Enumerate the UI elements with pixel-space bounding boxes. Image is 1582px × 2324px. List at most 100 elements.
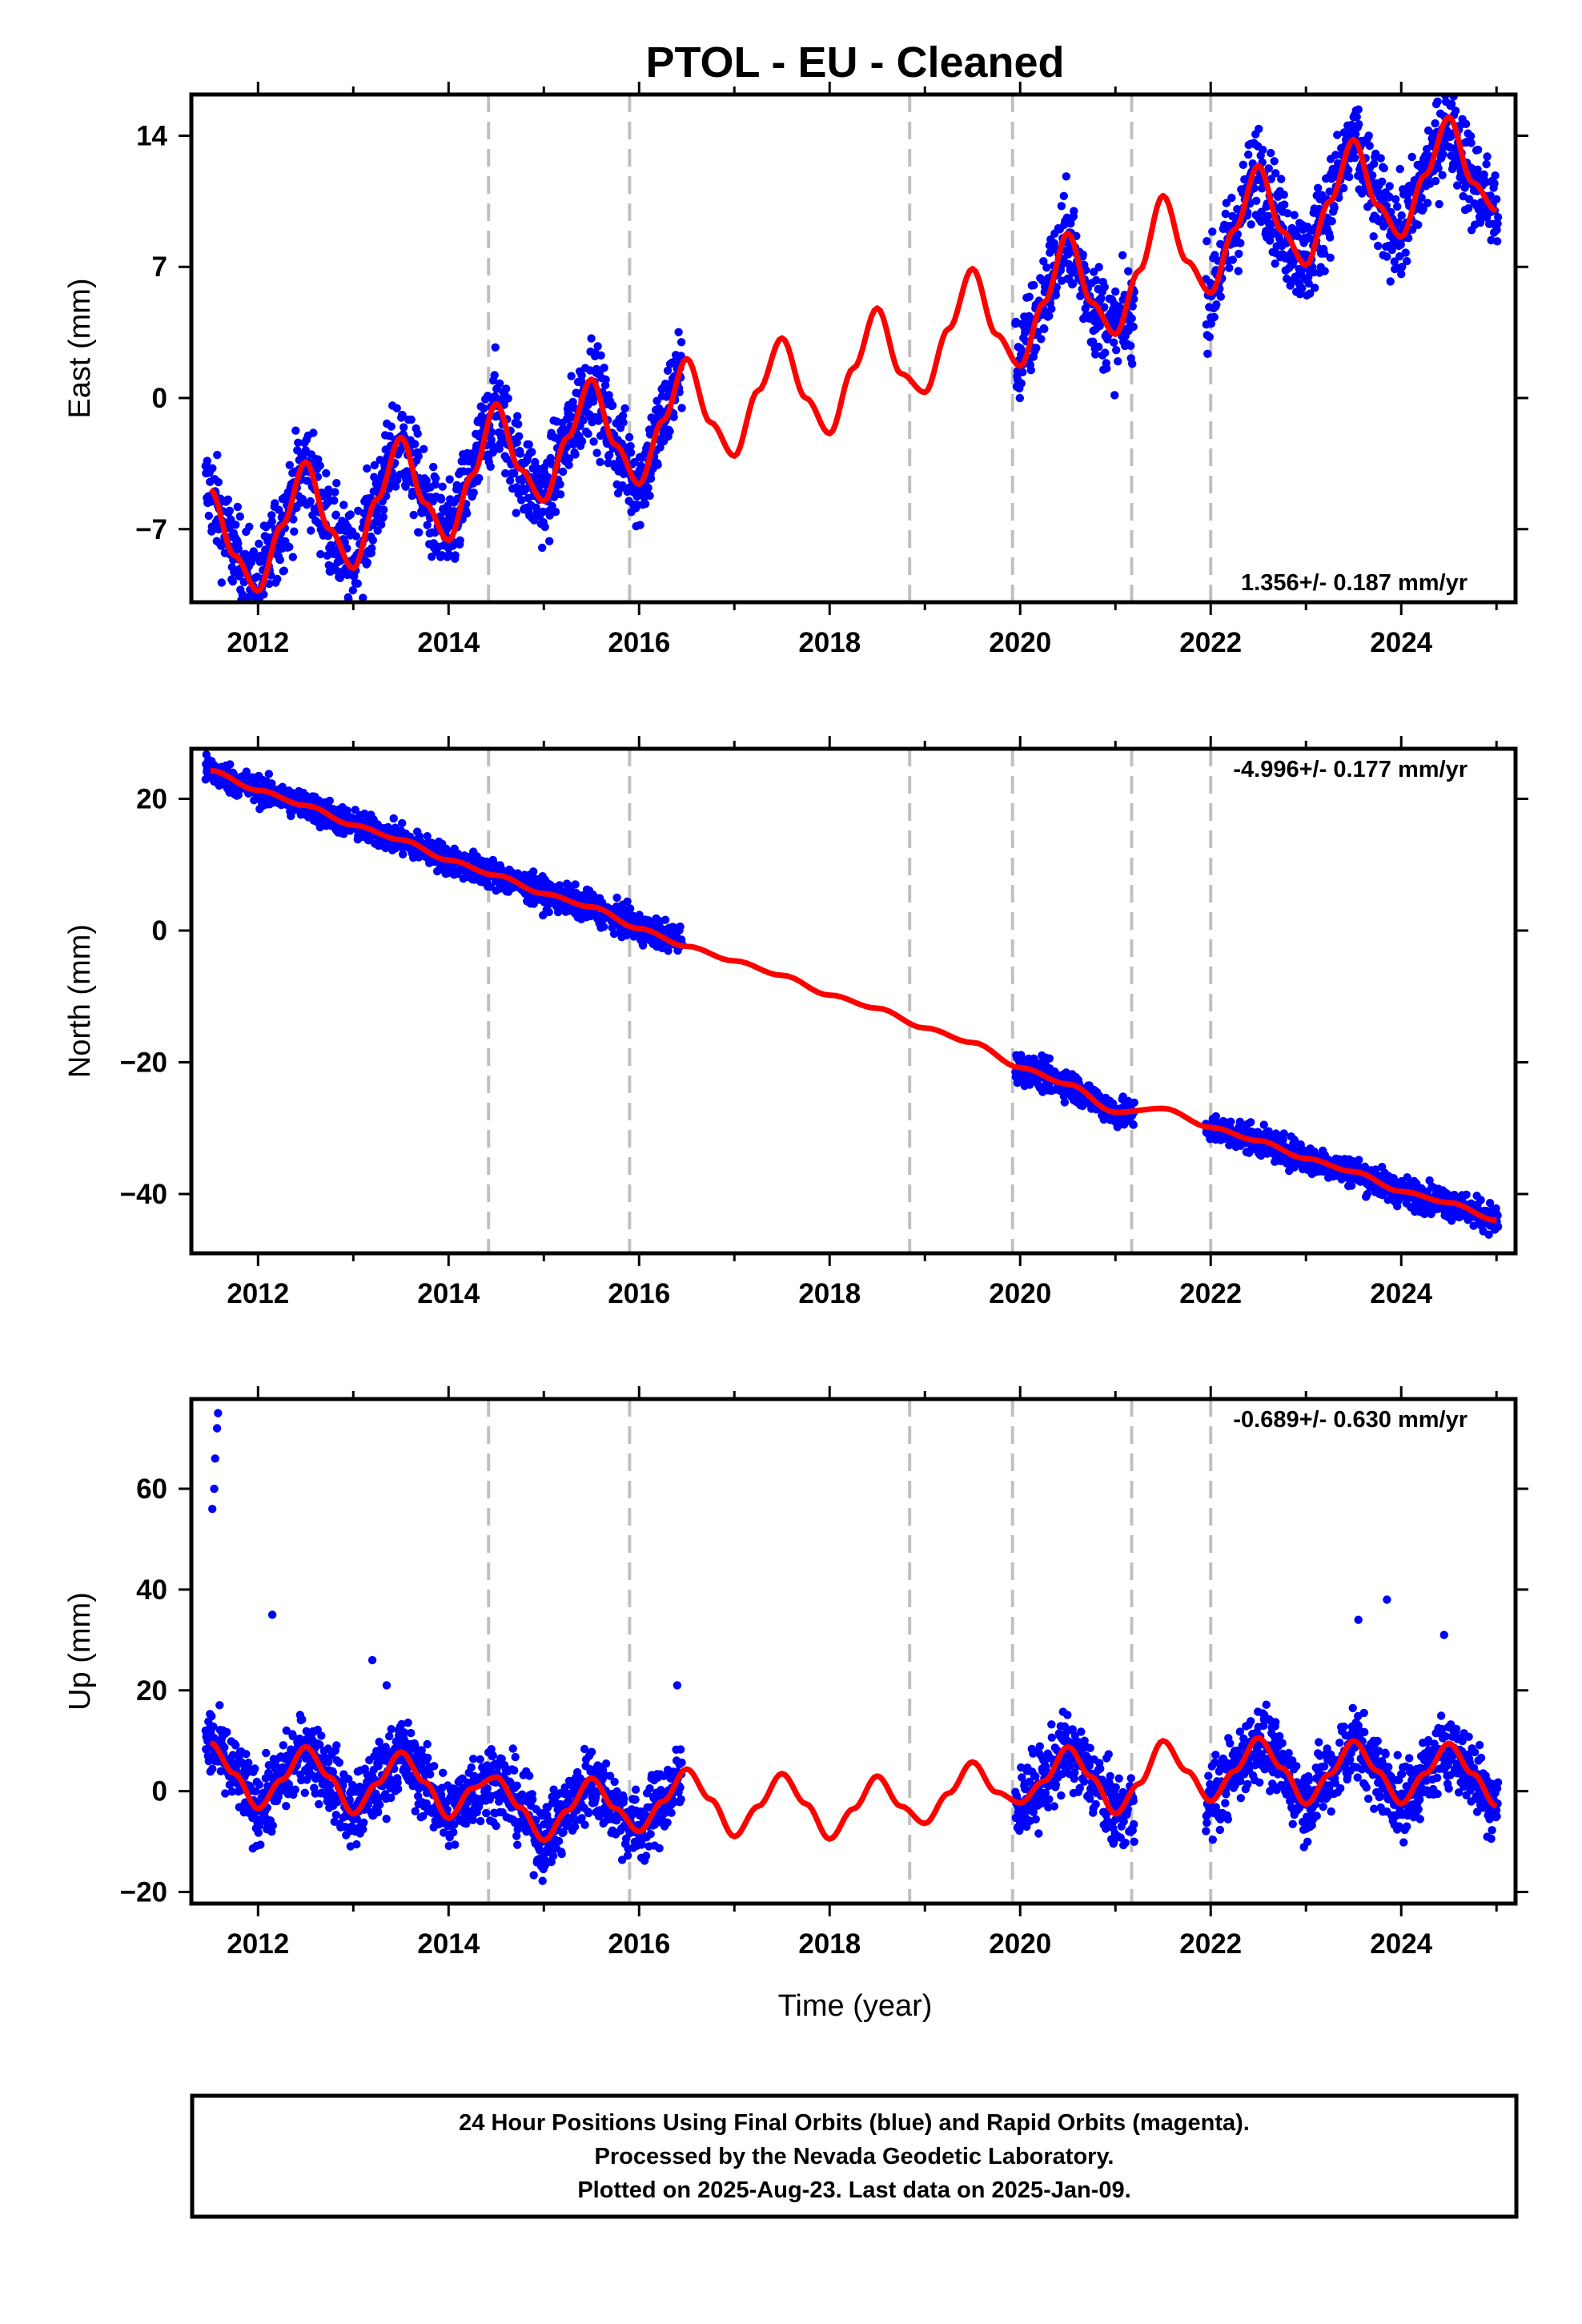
data-point [1283,209,1292,218]
data-point [1118,251,1127,259]
data-point [488,428,496,436]
data-point [322,468,331,478]
data-point [1476,218,1485,227]
data-point [298,494,307,504]
data-point [273,574,282,584]
data-point [584,429,592,438]
data-point [1250,183,1259,193]
data-point [1371,1165,1380,1174]
data-point [549,493,559,501]
data-point [663,366,673,375]
data-point [1423,199,1432,207]
data-point [423,521,432,529]
data-point [346,510,355,519]
data-point [1271,259,1279,268]
data-point [1112,346,1121,355]
data-point [351,806,359,814]
data-point [251,1787,260,1795]
data-point [1245,1148,1254,1157]
data-point [245,522,254,531]
data-point [268,606,276,614]
data-point [661,915,670,924]
data-point [1078,250,1087,259]
data-point [1267,175,1275,183]
data-point [1492,195,1501,203]
data-point [1094,342,1103,352]
plot-area [201,750,1503,1239]
data-point [623,897,632,907]
data-point [339,501,348,509]
data-point [331,1811,340,1819]
data-point [303,476,311,485]
data-point [1124,267,1133,275]
data-point [207,1711,216,1721]
panel-frame [189,746,1518,1256]
data-point [294,438,303,447]
data-point [579,416,588,424]
model-curve [210,767,1497,1224]
data-point [1127,314,1136,323]
data-point [363,464,371,473]
data-point [267,517,276,526]
data-point [1447,74,1456,82]
data-point [529,867,538,876]
data-point [1225,263,1234,272]
data-point [674,328,683,336]
data-point [587,334,596,343]
data-point [1212,300,1221,309]
data-point [1030,280,1038,290]
data-point [1239,160,1248,169]
data-point [1057,202,1066,211]
data-point [1280,200,1289,209]
data-point [1069,279,1078,288]
data-point [486,462,495,471]
data-point [618,411,628,420]
data-point [215,1701,224,1710]
data-point [601,375,610,384]
data-point [1290,211,1299,219]
data-point [1401,248,1410,257]
data-point [1493,213,1503,222]
data-point [640,500,650,509]
data-point [1485,1199,1495,1208]
data-point [415,528,424,537]
data-point [1386,277,1395,286]
data-point [1247,220,1255,229]
data-point [1452,181,1462,190]
data-point [1017,379,1026,388]
data-point [626,441,635,451]
data-point [242,1750,251,1759]
data-point [279,1741,287,1750]
data-point [231,521,240,529]
x-tick-label: 2022 [1179,1278,1242,1309]
data-point [1431,119,1439,128]
data-point [589,437,598,446]
data-point [438,482,447,491]
data-point [624,432,634,442]
data-point [1100,283,1109,292]
data-point [1383,1196,1392,1204]
x-tick-label: 2016 [608,627,670,658]
data-point [456,536,464,545]
data-point [596,351,605,360]
data-point [1047,304,1056,313]
data-point [1473,165,1482,174]
data-point [1345,172,1354,182]
data-point [324,1757,333,1767]
data-point [1460,183,1469,192]
data-point [1130,1098,1138,1108]
data-point [1264,164,1273,173]
data-point [400,423,408,432]
data-point [306,497,315,506]
data-point [539,507,548,517]
data-point [599,923,608,931]
data-point [1331,151,1340,159]
data-point [1326,233,1335,242]
data-point [309,428,318,437]
data-point [1216,292,1226,301]
data-point [254,1828,263,1837]
data-point [1493,1222,1503,1232]
data-point [317,1731,326,1740]
data-point [330,496,339,505]
